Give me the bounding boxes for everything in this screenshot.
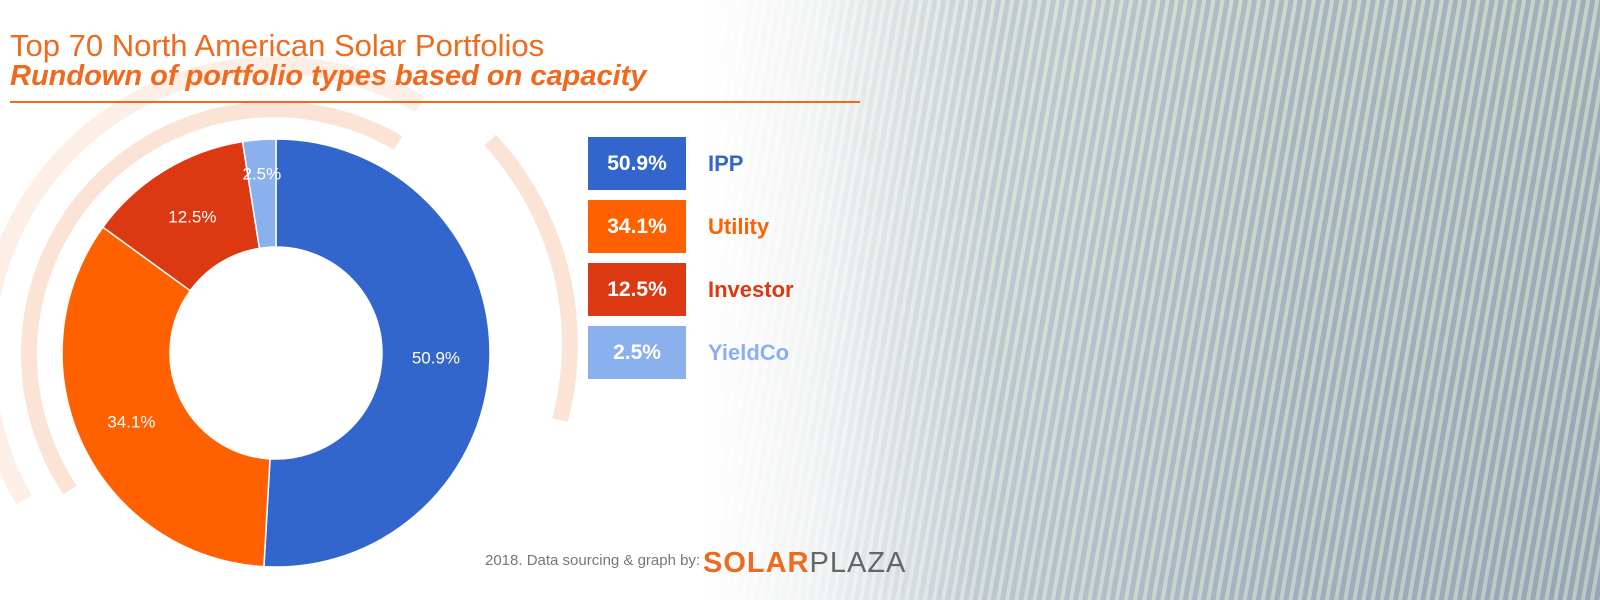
donut-slice-yieldco [241, 138, 277, 250]
legend-swatch-value: 2.5% [588, 326, 686, 379]
legend-swatch-value: 12.5% [588, 263, 686, 316]
legend-item-ipp: 50.9% IPP [588, 137, 794, 190]
title-divider [10, 101, 860, 103]
solarplaza-logo: SOLARPLAZA [703, 547, 907, 579]
chart-title: Top 70 North American Solar Portfolios [10, 28, 545, 63]
decorative-arcs [0, 56, 578, 505]
legend-label: Investor [708, 276, 794, 302]
chart-subtitle: Rundown of portfolio types based on capa… [10, 60, 647, 92]
data-label-utility: 34.1% [107, 413, 155, 432]
legend-label: Utility [708, 213, 770, 239]
footer-credit: 2018. Data sourcing & graph by: [485, 552, 701, 569]
legend: 50.9% IPP 34.1% Utility 12.5% Investor 2.5% Yie… [588, 137, 794, 389]
donut-chart: 50.9% 34.1% 12.5% 2.5% [61, 138, 491, 568]
donut-slice-utility [61, 226, 271, 568]
legend-label: IPP [708, 150, 744, 176]
data-label-investor: 12.5% [168, 208, 216, 227]
donut-slice-ipp [263, 138, 491, 568]
legend-item-utility: 34.1% Utility [588, 200, 794, 253]
data-label-ipp: 50.9% [412, 349, 460, 368]
legend-swatch-value: 34.1% [588, 200, 686, 253]
legend-label: YieldCo [708, 339, 790, 365]
legend-item-yieldco: 2.5% YieldCo [588, 326, 794, 379]
data-label-yieldco: 2.5% [243, 165, 282, 184]
legend-item-investor: 12.5% Investor [588, 263, 794, 316]
legend-swatch-value: 50.9% [588, 137, 686, 190]
